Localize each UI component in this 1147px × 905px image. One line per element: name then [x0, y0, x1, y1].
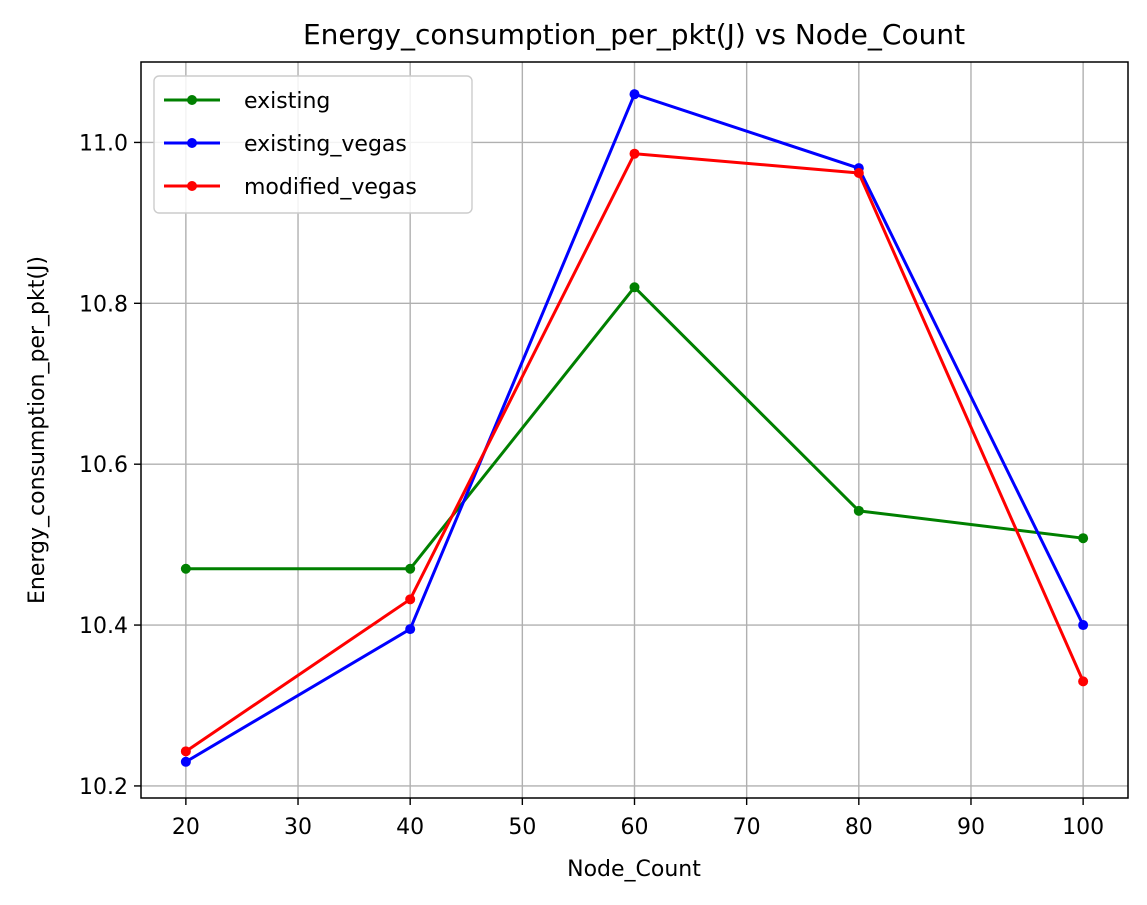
x-tick-label: 20 [172, 815, 200, 840]
y-tick-label: 10.6 [79, 453, 128, 478]
data-point [180, 746, 191, 757]
data-point [405, 594, 416, 605]
legend-label: modified_vegas [244, 175, 417, 200]
grid [141, 62, 1128, 798]
legend-marker [187, 138, 197, 148]
legend-item: modified_vegas [164, 175, 417, 200]
x-tick-label: 80 [845, 815, 873, 840]
data-point [629, 89, 640, 100]
data-point [629, 148, 640, 159]
legend-box [153, 75, 473, 214]
y-tick-label: 10.2 [79, 775, 128, 800]
x-tick-label: 40 [396, 815, 424, 840]
legend-marker [187, 181, 197, 191]
legend-marker [187, 95, 197, 105]
x-axis-label: Node_Count [567, 857, 701, 882]
legend-label: existing_vegas [244, 132, 407, 157]
legend-label: existing [244, 89, 330, 114]
chart-title: Energy_consumption_per_pkt(J) vs Node_Co… [303, 18, 965, 51]
data-point [853, 505, 864, 516]
data-point [1078, 620, 1089, 631]
data-point [1078, 676, 1089, 687]
x-tick-label: 90 [957, 815, 985, 840]
legend-item: existing [164, 89, 330, 114]
x-tick-label: 70 [733, 815, 761, 840]
x-tick-label: 30 [284, 815, 312, 840]
y-tick-label: 11.0 [79, 131, 128, 156]
data-point [180, 563, 191, 574]
x-tick-label: 50 [508, 815, 536, 840]
data-point [405, 563, 416, 574]
series-modified-vegas [180, 148, 1089, 757]
data-point [405, 624, 416, 635]
data-point [1078, 533, 1089, 544]
y-tick-label: 10.8 [79, 292, 128, 317]
legend-item: existing_vegas [164, 132, 407, 157]
data-point [180, 756, 191, 767]
data-point [629, 282, 640, 293]
legend: existing existing_vegas modified_vegas [153, 75, 473, 214]
y-axis-label: Energy_consumption_per_pkt(J) [25, 256, 50, 604]
x-tick-label: 60 [621, 815, 649, 840]
series-existing [180, 282, 1089, 574]
data-point [853, 168, 864, 179]
y-tick-label: 10.4 [79, 614, 128, 639]
series-layer [180, 89, 1089, 767]
axis-ticks: 20 30 40 50 60 70 80 90 100 10.2 10.4 10.6 10.8 11.0 [79, 131, 1104, 840]
x-tick-label: 100 [1062, 815, 1104, 840]
